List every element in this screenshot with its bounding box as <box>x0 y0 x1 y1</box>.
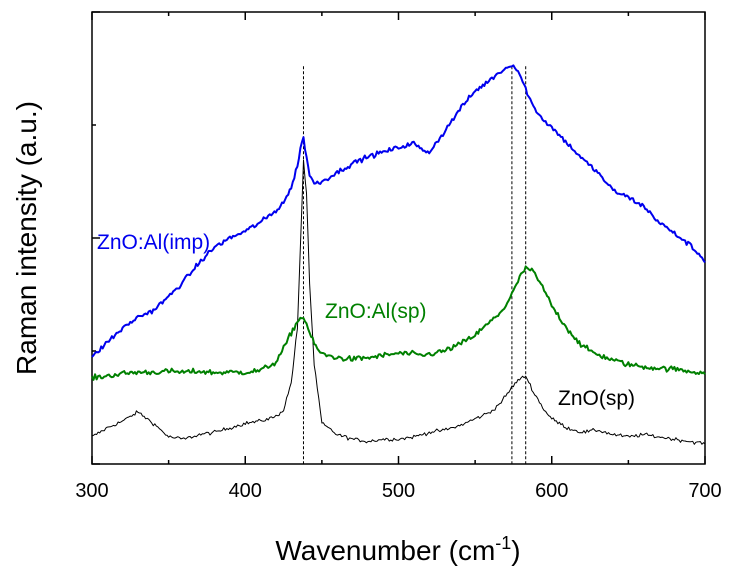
x-tick-label: 400 <box>229 480 262 502</box>
x-axis-title-main: Wavenumber (cm <box>275 535 495 566</box>
x-tick-label: 300 <box>75 480 108 502</box>
series-line-1 <box>91 265 706 381</box>
x-tick-label: 600 <box>535 480 568 502</box>
x-tick-label: 500 <box>382 480 415 502</box>
x-axis-title-suffix: ) <box>511 535 520 566</box>
x-axis-title-superscript: -1 <box>495 533 511 553</box>
series-line-2 <box>91 159 706 445</box>
series-label-znoal-imp: ZnO:Al(imp) <box>97 231 210 254</box>
series-lines <box>91 64 706 445</box>
series-line-0 <box>91 64 706 358</box>
x-tick-labels: 300 400 500 600 700 <box>75 480 721 502</box>
x-axis-title: Wavenumber (cm-1) <box>275 533 520 566</box>
y-axis-title: Raman intensity (a.u.) <box>11 101 42 375</box>
reference-lines <box>302 66 527 464</box>
x-tick-label: 700 <box>688 480 721 502</box>
series-label-zno-sp: ZnO(sp) <box>558 387 635 410</box>
series-label-znoal-sp: ZnO:Al(sp) <box>325 300 427 323</box>
axis-ticks <box>91 11 706 465</box>
